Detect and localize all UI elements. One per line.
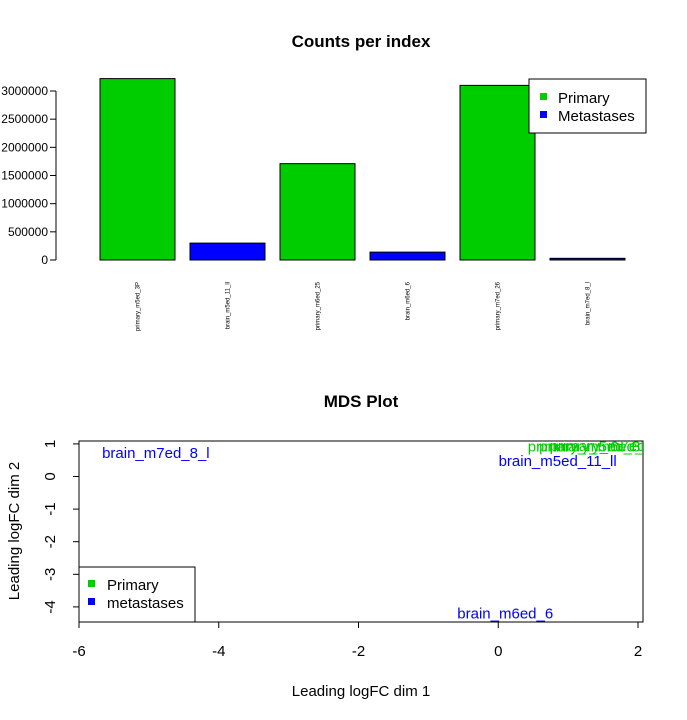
mds-point-label: brain_m7ed_8_l bbox=[102, 445, 210, 462]
mds-points: brain_m7ed_8_l brain_m5ed_11_ll brain_m6ed… bbox=[102, 438, 671, 622]
mds-point-label: primary_m6ed_25 bbox=[539, 439, 660, 456]
mds-point-label: brain_m5ed_11_ll bbox=[499, 453, 617, 470]
bar-category-label: brain_m7ed_8_l bbox=[586, 282, 592, 325]
bar bbox=[459, 84, 536, 261]
mds-x-tick-label: 0 bbox=[494, 643, 502, 660]
mds-chart-title: MDS Plot bbox=[324, 392, 399, 411]
mds-y-axis-label: Leading logFC dim 2 bbox=[6, 462, 23, 600]
mds-legend-label: Primary bbox=[107, 577, 159, 594]
mds-y-tick-label: 1 bbox=[42, 440, 59, 448]
bar-y-tick-label: 1000000 bbox=[1, 197, 48, 211]
bar-y-tick-label: 3000000 bbox=[1, 84, 48, 98]
bar-chart: Counts per index 0 500000 1000000 1500000 20… bbox=[1, 32, 647, 331]
mds-legend-swatch bbox=[88, 580, 95, 587]
bar-category-label: primary_m5ed_3P bbox=[136, 282, 142, 331]
mds-x-axis: -6 -4 -2 0 2 bbox=[72, 621, 642, 660]
bar-category-label: brain_m6ed_6 bbox=[406, 281, 412, 320]
bar-legend-box bbox=[528, 78, 647, 134]
mds-y-tick-label: -3 bbox=[42, 568, 59, 581]
bar-legend-swatch bbox=[540, 93, 547, 100]
mds-y-axis: -4 -3 -2 -1 0 1 bbox=[42, 440, 79, 614]
mds-x-axis-label: Leading logFC dim 1 bbox=[292, 683, 430, 700]
bar bbox=[189, 242, 266, 261]
bar bbox=[369, 251, 446, 261]
mds-point-label: brain_m6ed_6 bbox=[457, 605, 553, 622]
mds-y-tick-label: -4 bbox=[42, 600, 59, 613]
bar bbox=[549, 257, 626, 261]
bar-chart-title: Counts per index bbox=[292, 32, 431, 51]
bar-y-tick-label: 1500000 bbox=[1, 169, 48, 183]
bar-category-label: primary_m6ed_25 bbox=[316, 281, 322, 330]
mds-legend-label: metastases bbox=[107, 595, 184, 612]
bar-y-axis: 0 500000 1000000 1500000 2000000 2500000 30000… bbox=[1, 84, 57, 267]
mds-point-label: primary_m5ed_3P bbox=[528, 439, 651, 456]
mds-y-tick-label: -2 bbox=[42, 535, 59, 548]
bar-category-label: primary_m7ed_26 bbox=[496, 281, 502, 330]
bar bbox=[279, 163, 356, 261]
bar-series bbox=[99, 78, 626, 261]
bar-y-tick-label: 2000000 bbox=[1, 140, 48, 154]
bar-legend-swatch bbox=[540, 111, 547, 118]
mds-chart: MDS Plot -6 -4 -2 0 2 -4 -3 -2 -1 0 1 brain_m7ed_… bbox=[6, 392, 671, 700]
bar bbox=[99, 78, 176, 261]
bar-category-labels: primary_m5ed_3P brain_m5ed_11_ll primary_m… bbox=[136, 281, 592, 331]
mds-y-tick-label: 0 bbox=[42, 472, 59, 480]
mds-y-tick-label: -1 bbox=[42, 502, 59, 515]
mds-legend-swatch bbox=[88, 598, 95, 605]
bar-y-tick-label: 0 bbox=[41, 253, 48, 267]
mds-x-tick-label: -2 bbox=[352, 643, 365, 660]
bar-y-tick-label: 2500000 bbox=[1, 112, 48, 126]
bar-legend-label: Primary bbox=[558, 90, 610, 107]
mds-legend-box bbox=[78, 566, 196, 623]
mds-point-label: primary_m7ed_26 bbox=[550, 438, 671, 455]
bar-y-tick-label: 500000 bbox=[8, 225, 48, 239]
mds-x-tick-label: -4 bbox=[212, 643, 225, 660]
mds-x-tick-label: 2 bbox=[634, 643, 642, 660]
bar-category-label: brain_m5ed_11_ll bbox=[226, 282, 232, 329]
mds-x-tick-label: -6 bbox=[72, 643, 85, 660]
bar-legend-label: Metastases bbox=[558, 108, 635, 125]
